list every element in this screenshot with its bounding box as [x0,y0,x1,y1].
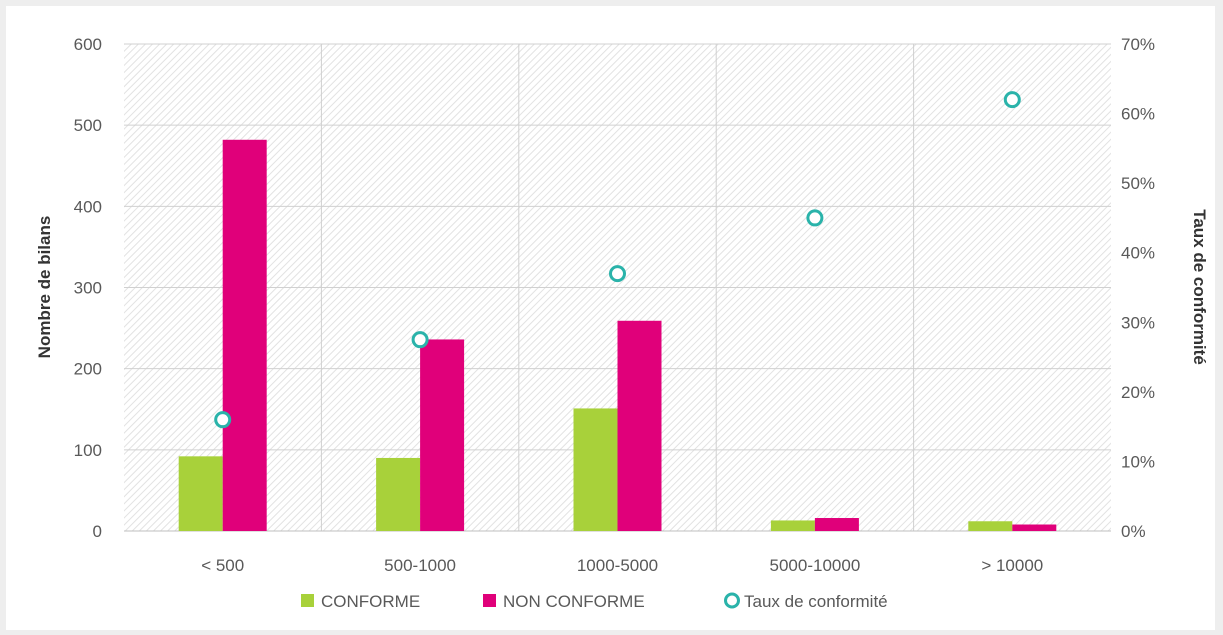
y-tick-label-right: 30% [1121,313,1155,332]
legend-label-non-conforme: NON CONFORME [503,592,645,611]
x-tick-label: 500-1000 [384,556,456,575]
y-tick-label-left: 600 [74,35,102,54]
legend-label-taux: Taux de conformité [744,592,888,611]
bar-non-conforme [222,139,267,531]
y-tick-label-right: 0% [1121,522,1146,541]
y-tick-label-right: 10% [1121,452,1155,471]
y-tick-label-left: 200 [74,360,102,379]
legend: CONFORME NON CONFORME Taux de conformité [301,592,888,611]
legend-marker-taux [724,592,740,609]
y-tick-label-left: 100 [74,441,102,460]
bar-non-conforme [814,518,859,531]
chart-frame: 0 100 200 300 400 500 600 0% 10% 20% 30% 40% 50% 60%… [6,6,1215,630]
bar-conforme [376,457,421,531]
y-tick-label-left: 500 [74,116,102,135]
y-tick-label-right: 60% [1121,105,1155,124]
y-tick-label-right: 70% [1121,35,1155,54]
y-tick-label-left: 0 [93,522,102,541]
y-axis-label-right: Taux de conformité [1190,209,1209,365]
chart: 0 100 200 300 400 500 600 0% 10% 20% 30% 40% 50% 60%… [35,35,1209,611]
y-tick-label-right: 20% [1121,383,1155,402]
bar-non-conforme [420,339,465,531]
legend-label-conforme: CONFORME [321,592,420,611]
y-tick-label-left: 400 [74,197,102,216]
rate-point [411,331,429,349]
legend-swatch-conforme [301,594,314,607]
x-tick-label: 5000-10000 [770,556,861,575]
rate-point [609,265,626,283]
bar-non-conforme [617,320,662,531]
rate-point [806,209,824,227]
bar-conforme [573,408,618,531]
bar-conforme [968,521,1013,531]
y-axis-right-ticks: 0% 10% 20% 30% 40% 50% 60% 70% [1121,35,1155,541]
y-axis-label-left: Nombre de bilans [35,216,54,359]
y-tick-label-left: 300 [74,279,102,298]
rate-point [1003,91,1021,109]
rate-point [214,411,232,429]
bar-non-conforme [1012,524,1057,531]
y-axis-left-ticks: 0 100 200 300 400 500 600 [74,35,102,541]
x-tick-label: 1000-5000 [577,556,658,575]
y-tick-label-right: 40% [1121,244,1155,263]
x-axis-ticks: < 500 500-1000 1000-5000 5000-10000 > 10000 [201,556,1043,575]
legend-swatch-non-conforme [483,594,496,607]
x-tick-label: < 500 [201,556,244,575]
y-tick-label-right: 50% [1121,174,1155,193]
rate-points [214,91,1021,429]
x-tick-label: > 10000 [981,556,1043,575]
bar-conforme [178,456,223,531]
bar-conforme [770,520,815,531]
bars [178,139,1057,531]
